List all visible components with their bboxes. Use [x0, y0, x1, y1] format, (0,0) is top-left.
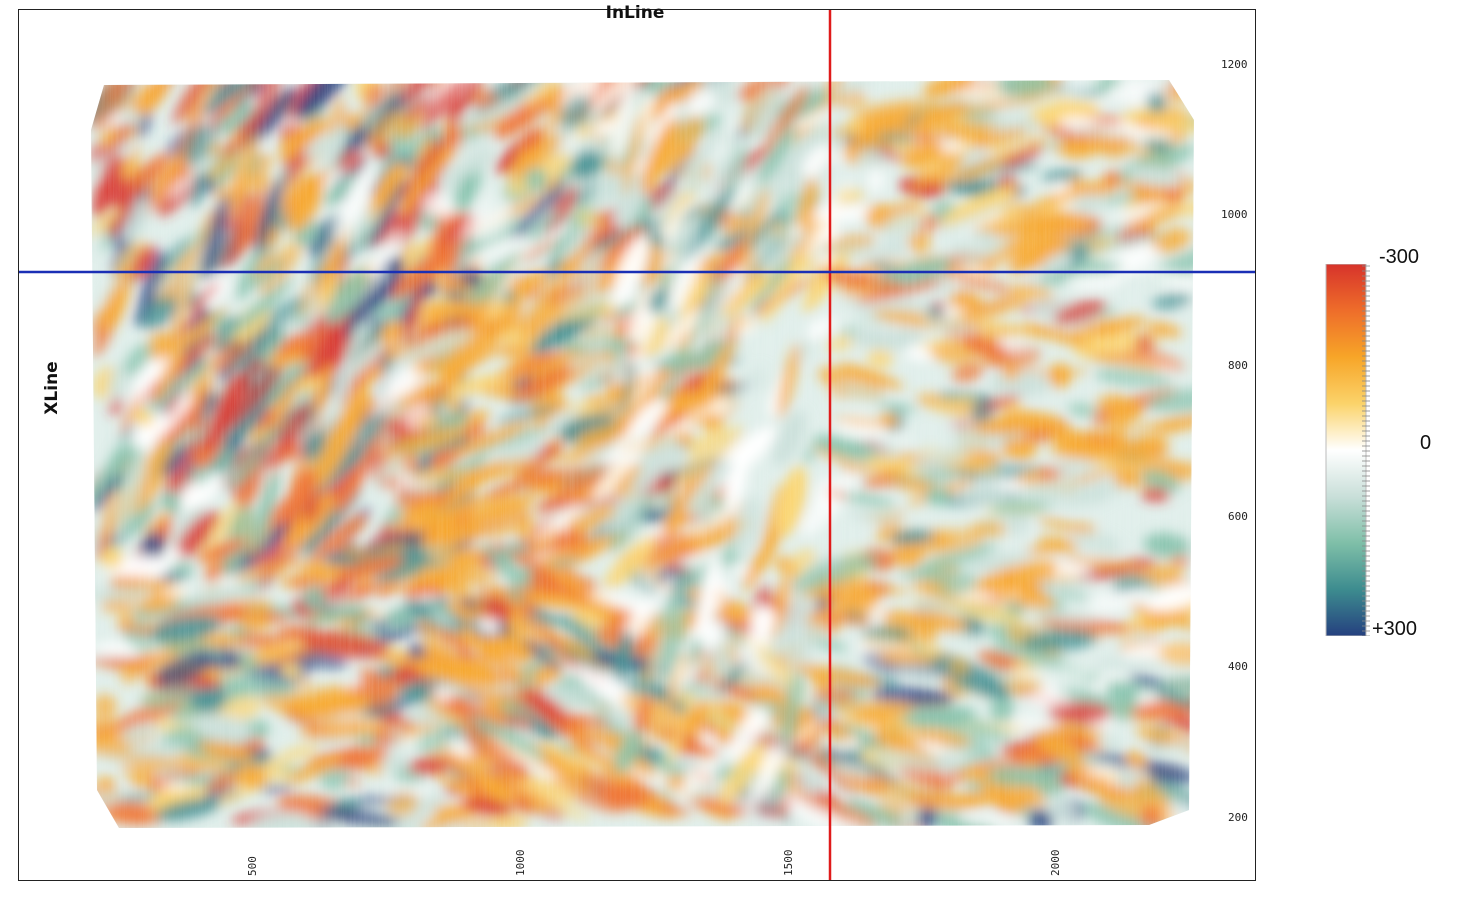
inline-axis-title: InLine	[605, 3, 665, 23]
xline-tick-label: 1200	[1221, 58, 1248, 71]
inline-tick-label: 1000	[514, 849, 527, 877]
inline-tick-label: 2000	[1049, 849, 1062, 877]
colorbar-max-label: -300	[1379, 246, 1420, 268]
colorbar-min-label: +300	[1372, 618, 1418, 640]
seismic-amplitude-map[interactable]	[19, 10, 1255, 880]
colorbar-zero-label: 0	[1420, 432, 1432, 454]
amplitude-colorbar	[1325, 264, 1370, 636]
xline-axis-title: XLine	[42, 361, 62, 415]
inline-tick-label: 500	[246, 856, 259, 876]
xline-tick-label: 800	[1228, 359, 1248, 372]
seismic-time-slice-frame	[18, 9, 1256, 881]
xline-tick-label: 400	[1228, 660, 1248, 673]
xline-tick-label: 200	[1228, 811, 1248, 824]
inline-tick-label: 1500	[782, 849, 795, 877]
xline-tick-label: 1000	[1221, 208, 1248, 221]
xline-tick-label: 600	[1228, 510, 1248, 523]
